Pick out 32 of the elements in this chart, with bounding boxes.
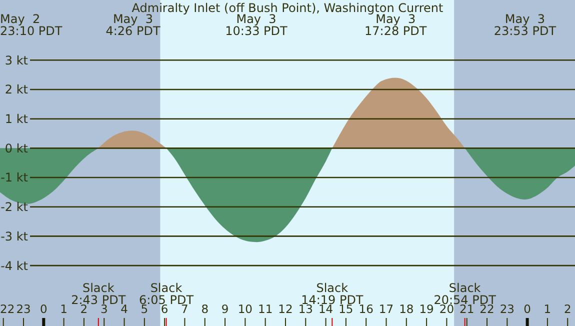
annotation: May 2 23:10 PDT: [0, 12, 63, 38]
x-tick-label: 4: [120, 302, 128, 316]
y-tick-label: -4 kt: [0, 258, 28, 273]
y-tick-label: 2 kt: [4, 82, 28, 97]
x-tick-label: 22: [0, 302, 15, 316]
annotation: May 3 10:33 PDT: [225, 12, 288, 38]
x-tick-label: 21: [460, 302, 474, 316]
y-tick-label: -2 kt: [0, 200, 28, 214]
x-tick-label: 11: [258, 302, 273, 316]
x-tick-label: 23: [500, 302, 514, 316]
annotation: May 3 23:53 PDT: [494, 12, 557, 38]
y-tick-label: -3 kt: [0, 229, 28, 244]
x-tick-label: 18: [399, 302, 414, 316]
x-tick-label: 3: [100, 302, 108, 316]
annotation: May 3 4:26 PDT: [106, 12, 161, 38]
chart-title: Admiralty Inlet (off Bush Point), Washington Current: [132, 1, 444, 15]
x-tick-label: 17: [378, 302, 394, 316]
y-tick-label: 3 kt: [4, 53, 28, 68]
x-tick-label: 2: [564, 302, 572, 316]
x-tick-label: 12: [278, 302, 293, 316]
x-tick-label: 16: [358, 302, 374, 316]
x-tick-label: 10: [238, 302, 252, 316]
x-tick-label: 8: [201, 302, 209, 316]
x-tick-label: 0: [40, 302, 48, 316]
y-tick-label: 1 kt: [4, 112, 28, 126]
x-tick-label: 23: [16, 302, 31, 316]
x-tick-label: 1: [544, 302, 552, 316]
x-tick-label: 1: [60, 302, 68, 316]
x-tick-label: 0: [524, 302, 531, 316]
x-tick-label: 19: [419, 302, 434, 316]
x-tick-label: 9: [221, 302, 229, 316]
y-tick-label: -1 kt: [0, 170, 28, 185]
